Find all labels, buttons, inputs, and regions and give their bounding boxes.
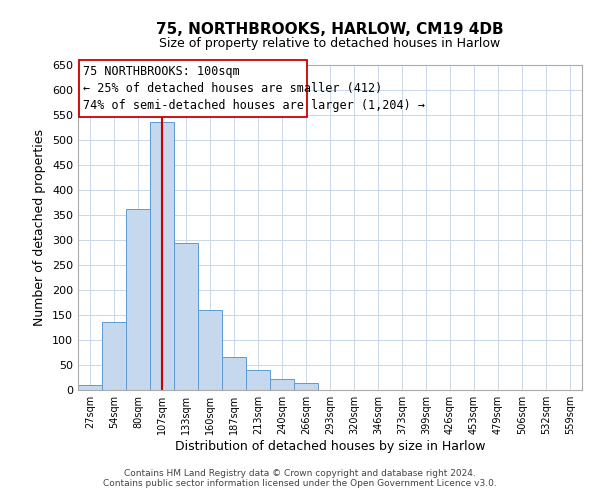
Bar	[79, 60, 307, 117]
Text: Contains public sector information licensed under the Open Government Licence v3: Contains public sector information licen…	[103, 479, 497, 488]
Text: Contains HM Land Registry data © Crown copyright and database right 2024.: Contains HM Land Registry data © Crown c…	[124, 469, 476, 478]
Text: 75 NORTHBROOKS: 100sqm: 75 NORTHBROOKS: 100sqm	[83, 64, 239, 78]
Bar	[78, 385, 102, 390]
Bar	[198, 310, 222, 390]
Bar	[126, 209, 150, 390]
Text: ← 25% of detached houses are smaller (412): ← 25% of detached houses are smaller (41…	[83, 82, 382, 95]
X-axis label: Distribution of detached houses by size in Harlow: Distribution of detached houses by size …	[175, 440, 485, 453]
Bar	[150, 122, 174, 390]
Bar	[102, 322, 126, 390]
Text: 74% of semi-detached houses are larger (1,204) →: 74% of semi-detached houses are larger (…	[83, 98, 425, 112]
Bar	[294, 383, 318, 390]
Text: 75, NORTHBROOKS, HARLOW, CM19 4DB: 75, NORTHBROOKS, HARLOW, CM19 4DB	[156, 22, 504, 38]
Y-axis label: Number of detached properties: Number of detached properties	[34, 129, 46, 326]
Text: Size of property relative to detached houses in Harlow: Size of property relative to detached ho…	[160, 38, 500, 51]
Bar	[270, 379, 294, 390]
Bar	[222, 357, 246, 390]
Bar	[174, 242, 198, 390]
Bar	[246, 370, 270, 390]
